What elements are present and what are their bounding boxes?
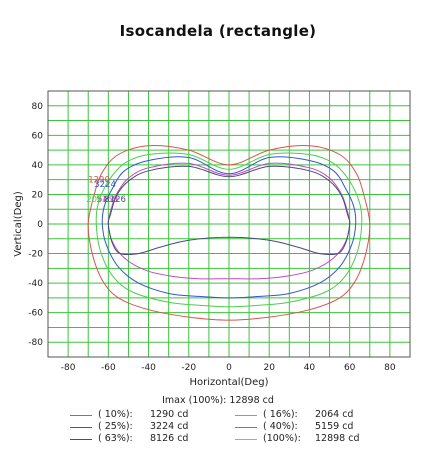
legend-swatch [70, 415, 92, 416]
isocandela-contour-3 [107, 162, 351, 280]
contour-label: 8126 [104, 195, 126, 205]
x-tick-label: -40 [141, 363, 156, 373]
plot-frame [47, 90, 411, 358]
legend-label: (100%): [263, 433, 301, 444]
x-tick-label: -20 [181, 363, 196, 373]
legend-label: ( 10%): [98, 409, 133, 420]
legend-label: ( 40%): [263, 421, 298, 432]
legend-label: ( 25%): [98, 421, 133, 432]
x-tick-label: -80 [61, 363, 76, 373]
legend-value: 5159 cd [315, 421, 354, 432]
legend-label: ( 16%): [263, 409, 298, 420]
isocandela-contour-1 [95, 152, 363, 308]
x-tick-label: 20 [263, 363, 275, 373]
legend-value: 12898 cd [315, 433, 360, 444]
legend-swatch [235, 427, 257, 428]
isocandela-contour-4 [107, 165, 351, 256]
legend-swatch [70, 427, 92, 428]
x-tick-labels: -80 -60 -40 -20 0 20 40 60 80 [61, 363, 396, 373]
y-tick-label: 40 [32, 161, 44, 171]
legend-label: ( 63%): [98, 433, 133, 444]
contour-label: 3224 [94, 180, 116, 190]
x-tick-label: 60 [344, 363, 356, 373]
imax-readout: Imax (100%): 12898 cd [162, 395, 274, 406]
legend-value: 3224 cd [150, 421, 189, 432]
x-tick-label: 40 [304, 363, 316, 373]
contour-label: 1290 [88, 176, 110, 186]
legend-swatch [235, 415, 257, 416]
legend-swatch [70, 439, 92, 440]
x-tick-label: 0 [226, 363, 232, 373]
y-tick-label: -80 [28, 338, 43, 348]
legend-value: 2064 cd [315, 409, 354, 420]
y-tick-labels: 80 60 40 20 0 -20 -40 -60 -80 [28, 102, 43, 348]
x-axis-label: Horizontal(Deg) [189, 377, 268, 388]
y-tick-label: -40 [28, 279, 43, 289]
contour-label: 2064 [86, 195, 108, 205]
chart-title: Isocandela (rectangle) [119, 22, 317, 40]
isocandela-contour-2 [101, 156, 357, 299]
x-tick-label: 80 [384, 363, 396, 373]
legend-value: 1290 cd [150, 409, 189, 420]
y-tick-label: -20 [28, 250, 43, 260]
y-tick-label: 60 [32, 131, 44, 141]
y-tick-label: 20 [32, 190, 44, 200]
y-axis-label: Vertical(Deg) [13, 191, 24, 257]
y-tick-label: 80 [32, 102, 44, 112]
isocandela-contour-0 [87, 145, 371, 321]
y-tick-label: -60 [28, 309, 43, 319]
y-tick-label: 0 [37, 220, 43, 230]
series-lines [87, 145, 371, 321]
legend-value: 8126 cd [150, 433, 189, 444]
legend-swatch [235, 439, 257, 440]
x-tick-label: -60 [101, 363, 116, 373]
contour-label: 5159 [96, 195, 118, 205]
